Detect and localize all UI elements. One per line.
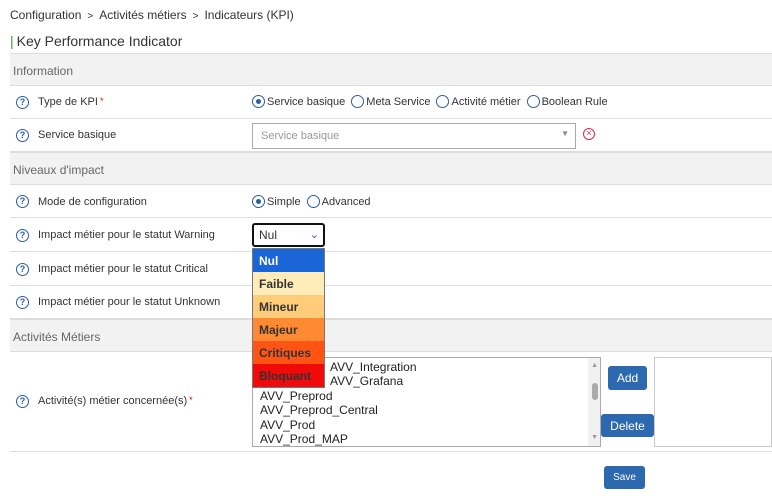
list-item[interactable]: AVV_Prod_MAP: [260, 432, 348, 447]
warning-impact-select[interactable]: Nul ⌄: [252, 223, 325, 247]
row-type-kpi: ? Type de KPI * Service basique Meta Serv…: [10, 86, 772, 119]
radio-icon[interactable]: [306, 195, 320, 208]
warning-label: Impact métier pour le statut Warning: [38, 229, 215, 241]
unknown-label: Impact métier pour le statut Unknown: [38, 296, 221, 308]
selected-activites-listbox[interactable]: [654, 357, 772, 447]
list-item[interactable]: AVV_Preprod: [260, 388, 333, 403]
clear-icon[interactable]: ×: [583, 128, 595, 140]
radio-service-basique[interactable]: Service basique: [252, 95, 345, 108]
radio-meta-service[interactable]: Meta Service: [351, 95, 430, 108]
service-basique-placeholder: Service basique: [261, 130, 340, 142]
radio-simple[interactable]: Simple: [252, 195, 301, 208]
scrollbar-thumb[interactable]: [592, 383, 598, 400]
row-critical: ? Impact métier pour le statut Critical: [10, 252, 772, 286]
row-unknown: ? Impact métier pour le statut Unknown: [10, 286, 772, 319]
dropdown-option-critiques[interactable]: Critiques: [253, 341, 324, 364]
list-item[interactable]: AVV_Preprod_Central: [260, 403, 378, 418]
page-title: | Key Performance Indicator: [10, 33, 183, 49]
help-icon[interactable]: ?: [16, 229, 29, 242]
service-basique-select[interactable]: Service basique ▼: [252, 123, 576, 149]
radio-icon[interactable]: [526, 95, 540, 108]
section-activites: Activités Métiers: [10, 319, 772, 352]
radio-advanced[interactable]: Advanced: [306, 195, 371, 208]
help-icon[interactable]: ?: [16, 395, 29, 408]
dropdown-option-bloquant[interactable]: Bloquant: [253, 364, 324, 387]
radio-icon[interactable]: [436, 95, 450, 108]
breadcrumb-activites[interactable]: Activités métiers: [99, 8, 187, 22]
impact-dropdown: Nul Faible Mineur Majeur Critiques Bloquant: [252, 248, 325, 388]
scrollbar[interactable]: ▲ ▼: [588, 358, 600, 446]
row-warning: ? Impact métier pour le statut Warning: [10, 218, 772, 252]
row-activites: ? Activité(s) métier concernée(s) *: [10, 352, 772, 452]
dropdown-option-nul[interactable]: Nul: [253, 249, 324, 272]
help-icon[interactable]: ?: [16, 195, 29, 208]
mode-label: Mode de configuration: [38, 196, 147, 208]
dropdown-option-majeur[interactable]: Majeur: [253, 318, 324, 341]
activites-listbox[interactable]: AVV_Integration AVV_Grafana AVV_Preprod …: [252, 357, 601, 447]
section-information: Information: [10, 53, 772, 86]
radio-activite-metier[interactable]: Activité métier: [436, 95, 521, 108]
caret-down-icon: ▼: [561, 129, 569, 138]
add-button[interactable]: Add: [608, 366, 647, 390]
chevron-down-icon: ⌄: [309, 229, 319, 241]
breadcrumb-kpi[interactable]: Indicateurs (KPI): [204, 8, 294, 22]
delete-button[interactable]: Delete: [601, 414, 654, 437]
section-impact: Niveaux d'impact: [10, 152, 772, 185]
breadcrumb-configuration[interactable]: Configuration: [10, 8, 82, 22]
list-item[interactable]: AVV_Grafana: [330, 374, 404, 389]
service-basique-label: Service basique: [38, 129, 117, 141]
save-button[interactable]: Save: [604, 466, 645, 489]
critical-label: Impact métier pour le statut Critical: [38, 263, 208, 275]
radio-checked-icon[interactable]: [252, 195, 265, 208]
radio-boolean-rule[interactable]: Boolean Rule: [526, 95, 608, 108]
breadcrumb: Configuration > Activités métiers > Indicate…: [10, 8, 294, 22]
row-service-basique: ? Service basique Service basique ▼ ×: [10, 119, 772, 152]
type-kpi-label: Type de KPI *: [38, 96, 104, 108]
list-item[interactable]: AVV_Integration: [330, 360, 417, 374]
radio-checked-icon[interactable]: [252, 95, 265, 108]
radio-icon[interactable]: [351, 95, 365, 108]
warning-impact-value: Nul: [259, 228, 278, 242]
dropdown-option-mineur[interactable]: Mineur: [253, 295, 324, 318]
help-icon[interactable]: ?: [16, 129, 29, 142]
scroll-up-icon[interactable]: ▲: [591, 362, 598, 369]
scroll-down-icon[interactable]: ▼: [591, 433, 598, 441]
list-item[interactable]: AVV_Prod: [260, 417, 316, 432]
page-title-text: Key Performance Indicator: [16, 33, 183, 49]
activites-label: Activité(s) métier concernée(s) *: [38, 395, 193, 407]
help-icon[interactable]: ?: [16, 263, 29, 276]
help-icon[interactable]: ?: [16, 296, 29, 309]
dropdown-option-faible[interactable]: Faible: [253, 272, 324, 295]
help-icon[interactable]: ?: [16, 96, 29, 109]
row-mode: ? Mode de configuration Simple Advanced: [10, 185, 772, 218]
